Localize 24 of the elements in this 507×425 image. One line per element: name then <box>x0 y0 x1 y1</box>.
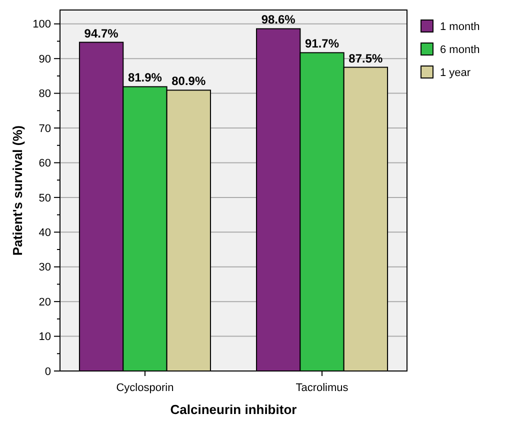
legend-label: 6 month <box>440 44 480 56</box>
y-axis-title: Patient's survival (%) <box>10 125 25 256</box>
y-tick-label: 100 <box>32 18 51 31</box>
legend-label: 1 month <box>440 20 480 33</box>
y-tick-label: 10 <box>38 331 51 344</box>
x-tick-label: Cyclosporin <box>116 382 174 394</box>
y-tick-label: 90 <box>38 53 51 66</box>
text: 87.5% <box>348 51 383 66</box>
y-tick-label: 70 <box>38 122 51 135</box>
text: 94.7% <box>84 26 118 40</box>
x-axis-title: Calcineurin inhibitor <box>170 402 297 417</box>
text: 98.6% <box>261 12 296 27</box>
y-tick-label: 80 <box>38 88 51 100</box>
text: 91.7% <box>305 36 340 51</box>
text: 81.9% <box>128 70 162 85</box>
y-tick-label: 40 <box>38 227 51 240</box>
x-tick-label: Tacrolimus <box>296 382 349 394</box>
y-tick-label: 30 <box>38 262 51 274</box>
y-tick-label: 0 <box>44 366 51 378</box>
y-tick-label: 60 <box>38 158 51 170</box>
y-tick-label: 50 <box>38 192 51 204</box>
text: 80.9% <box>172 74 206 88</box>
y-tick-label: 20 <box>38 296 51 308</box>
legend-label: 1 year <box>440 66 471 79</box>
